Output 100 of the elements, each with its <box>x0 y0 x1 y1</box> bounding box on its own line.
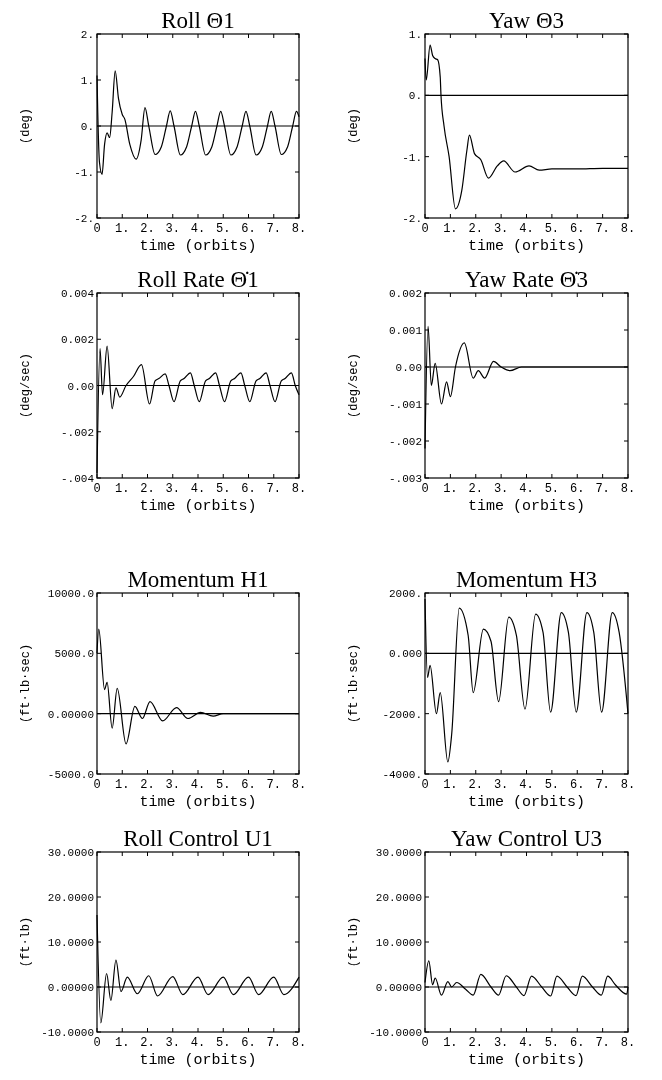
x-tick-label: 0 <box>421 222 429 236</box>
y-axis-title: (deg) <box>19 107 33 145</box>
x-tick-label: 5. <box>544 778 560 792</box>
y-tick-label: -1. <box>402 151 422 164</box>
x-tick-label: 7. <box>266 222 281 236</box>
y-tick-label: 0.002 <box>60 334 94 347</box>
chart-title: Roll Rate Θ̇1 <box>137 267 259 292</box>
x-axis-title: time (orbits) <box>139 238 257 255</box>
x-tick-label: 3. <box>165 482 180 496</box>
y-axis-title: (ft·lb) <box>347 916 361 968</box>
y-axis-title: (deg/sec) <box>19 353 33 418</box>
x-tick-label: 8. <box>620 778 636 792</box>
x-tick-label: 7. <box>595 778 610 792</box>
y-tick-label: 10.0000 <box>47 937 94 949</box>
y-axis-title: (ft·lb) <box>19 916 33 968</box>
x-tick-label: 3. <box>165 778 180 792</box>
x-tick-label: 2. <box>140 778 155 792</box>
x-tick-label: 2. <box>468 482 483 496</box>
y-tick-label: 10.0000 <box>375 937 422 949</box>
x-tick-label: 4. <box>190 1036 206 1050</box>
x-tick-label: 8. <box>291 482 307 496</box>
x-tick-label: 1. <box>443 778 458 792</box>
x-tick-label: 1. <box>443 482 458 496</box>
x-axis-title: time (orbits) <box>139 498 257 515</box>
x-axis-title: time (orbits) <box>139 794 257 811</box>
x-tick-label: 7. <box>266 1036 281 1050</box>
y-tick-label: -.003 <box>388 473 422 485</box>
x-tick-label: 3. <box>493 778 509 792</box>
x-tick-label: 2. <box>140 1036 155 1050</box>
x-tick-label: 0 <box>421 778 429 792</box>
y-tick-label: 0.002 <box>388 288 422 300</box>
x-tick-label: 1. <box>115 222 130 236</box>
chart-title: Yaw Rate Θ̇3 <box>465 267 588 292</box>
y-tick-label: 1. <box>408 29 422 41</box>
x-tick-label: 4. <box>190 778 206 792</box>
x-axis-title: time (orbits) <box>467 498 586 515</box>
x-tick-label: 1. <box>115 1036 130 1050</box>
x-tick-label: 3. <box>493 222 509 236</box>
x-tick-label: 7. <box>595 1036 610 1050</box>
x-tick-label: 5. <box>216 222 231 236</box>
y-tick-label: 0.00000 <box>47 982 94 994</box>
x-axis-title: time (orbits) <box>467 238 586 255</box>
x-tick-label: 6. <box>570 778 585 792</box>
x-tick-label: 6. <box>241 222 256 236</box>
x-tick-label: 2. <box>468 778 483 792</box>
x-tick-label: 2. <box>468 222 483 236</box>
y-axis-title: (deg/sec) <box>347 353 361 418</box>
y-tick-label: 5000.0 <box>54 648 94 661</box>
x-tick-label: 1. <box>115 778 130 792</box>
x-tick-label: 1. <box>443 1036 458 1050</box>
y-axis-title: (ft·lb·sec) <box>347 643 361 724</box>
chart-title: Momentum H3 <box>455 567 598 592</box>
x-tick-label: 6. <box>570 1036 585 1050</box>
x-tick-label: 6. <box>241 482 256 496</box>
x-tick-label: 2. <box>140 222 155 236</box>
y-tick-label: 0.004 <box>60 288 95 300</box>
x-tick-label: 0 <box>93 482 101 496</box>
x-tick-label: 4. <box>519 1036 534 1050</box>
y-axis-title: (deg) <box>347 107 361 145</box>
y-tick-label: 20.0000 <box>47 892 94 904</box>
x-tick-label: 0 <box>93 1036 101 1050</box>
x-tick-label: 8. <box>620 1036 636 1050</box>
y-tick-label: 2000. <box>388 588 422 600</box>
x-tick-label: 8. <box>291 1036 307 1050</box>
x-tick-label: 8. <box>291 222 307 236</box>
y-tick-label: -.001 <box>388 399 423 411</box>
x-axis-title: time (orbits) <box>467 794 586 811</box>
y-tick-label: -.002 <box>60 426 94 439</box>
x-tick-label: 0 <box>421 1036 429 1050</box>
x-tick-label: 7. <box>595 222 610 236</box>
x-axis-title: time (orbits) <box>139 1052 257 1069</box>
x-tick-label: 6. <box>570 222 585 236</box>
y-tick-label: -4000. <box>382 769 422 781</box>
x-tick-label: 1. <box>443 222 458 236</box>
y-tick-label: 10000.0 <box>47 588 94 600</box>
x-tick-label: 7. <box>266 778 281 792</box>
y-tick-label: -2. <box>402 213 422 225</box>
y-tick-label: -2. <box>74 213 94 225</box>
y-tick-label: 30.0000 <box>47 847 94 859</box>
x-tick-label: 3. <box>493 482 509 496</box>
y-tick-label: 0.001 <box>388 325 423 337</box>
y-tick-label: -2000. <box>382 708 422 721</box>
x-tick-label: 5. <box>216 1036 231 1050</box>
y-tick-label: 2. <box>80 29 94 41</box>
x-tick-label: 0 <box>93 222 101 236</box>
x-tick-label: 2. <box>468 1036 483 1050</box>
x-tick-label: 2. <box>140 482 155 496</box>
y-tick-label: 0. <box>80 121 94 133</box>
y-tick-label: -5000.0 <box>47 769 94 781</box>
x-tick-label: 8. <box>291 778 307 792</box>
y-tick-label: 0. <box>408 90 422 103</box>
y-tick-label: 0.00 <box>67 380 94 393</box>
x-tick-label: 3. <box>165 222 180 236</box>
x-tick-label: 5. <box>216 778 231 792</box>
y-tick-label: 0.00 <box>395 362 422 374</box>
x-axis-title: time (orbits) <box>467 1052 586 1069</box>
y-tick-label: -.004 <box>60 473 95 485</box>
y-tick-label: -10.0000 <box>369 1027 422 1039</box>
x-tick-label: 4. <box>190 222 206 236</box>
chart-title: Roll Θ1 <box>161 8 235 33</box>
